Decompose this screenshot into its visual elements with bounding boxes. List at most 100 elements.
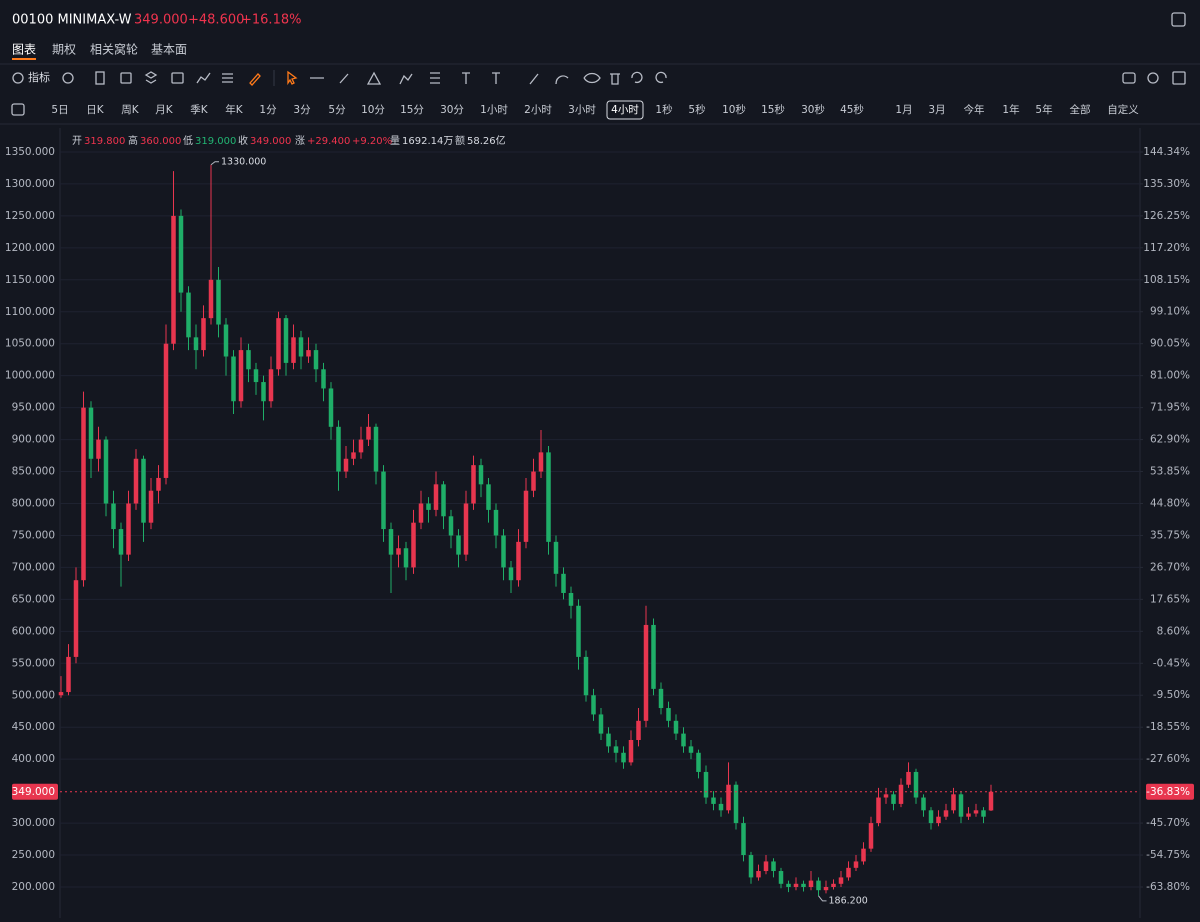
info-value: 1692.14万: [402, 136, 453, 147]
candle-body: [238, 350, 244, 402]
layout-icon[interactable]: [120, 72, 132, 84]
chart-icon[interactable]: [196, 72, 211, 84]
tab[interactable]: 期权: [52, 43, 76, 57]
info-value: 319.000: [195, 136, 236, 147]
period-menu-icon[interactable]: [11, 103, 25, 116]
period[interactable]: 年K: [225, 103, 243, 116]
period[interactable]: 3分: [293, 104, 311, 116]
marker-label: 1330.000: [221, 156, 266, 167]
y-tick-label: 600.000: [12, 625, 55, 637]
cursor-icon[interactable]: [287, 70, 298, 86]
candle-body: [973, 810, 979, 814]
period[interactable]: 1小时: [480, 104, 508, 116]
period[interactable]: 1秒: [655, 103, 673, 116]
period[interactable]: 5秒: [688, 103, 706, 116]
tab[interactable]: 基本面: [151, 43, 187, 57]
candle-body: [456, 535, 461, 555]
candle-body: [186, 292, 191, 338]
period[interactable]: 3月: [928, 104, 945, 116]
candle-body: [343, 458, 349, 472]
candle-body: [358, 439, 364, 453]
period[interactable]: 1分: [259, 104, 277, 116]
period[interactable]: 全部: [1070, 103, 1091, 116]
period[interactable]: 季K: [190, 104, 208, 116]
period[interactable]: 日K: [86, 104, 104, 116]
info-value: 360.000: [140, 136, 181, 147]
y2-tick-label: 126.25%: [1143, 210, 1190, 222]
y2-tick-label: 144.34%: [1143, 146, 1190, 158]
candle-body: [208, 279, 214, 319]
candle-body: [201, 318, 206, 351]
y2-tick-label: 26.70%: [1150, 561, 1190, 573]
expand-button[interactable]: [1171, 12, 1186, 27]
period[interactable]: 5分: [328, 104, 346, 116]
indicator-button[interactable]: 指标: [28, 70, 50, 84]
period[interactable]: 3小时: [568, 104, 596, 116]
period[interactable]: 1年: [1002, 103, 1019, 116]
y-tick-label: 300.000: [12, 817, 55, 829]
replay-icon[interactable]: [62, 72, 74, 84]
candle-body: [591, 695, 596, 715]
period[interactable]: 今年: [964, 103, 985, 116]
y-tick-label: 200.000: [12, 881, 55, 893]
period[interactable]: 自定义: [1107, 103, 1139, 116]
candle-body: [418, 503, 424, 523]
period[interactable]: 周K: [121, 104, 139, 116]
period[interactable]: 4小时: [611, 104, 639, 116]
settings-icon[interactable]: [1147, 72, 1159, 84]
change: +48.600: [188, 13, 244, 28]
y2-tick-label: 117.20%: [1143, 242, 1190, 254]
period[interactable]: 45秒: [840, 103, 864, 116]
period[interactable]: 5日: [51, 104, 68, 116]
period[interactable]: 2小时: [524, 104, 552, 116]
period[interactable]: 10秒: [722, 103, 746, 116]
pen-icon[interactable]: [249, 73, 261, 86]
info-value: 319.800: [84, 136, 125, 147]
candle-body: [553, 541, 559, 574]
tab[interactable]: 相关窝轮: [90, 42, 138, 57]
compare-icon[interactable]: [171, 72, 184, 84]
info-value: 349.000: [250, 136, 291, 147]
marker-label: 186.200: [829, 895, 868, 906]
period[interactable]: 15分: [400, 104, 424, 116]
info-value: 58.26亿: [467, 134, 506, 147]
candle-body: [771, 861, 776, 872]
candle-body: [118, 529, 124, 555]
fullscreen-icon[interactable]: [1172, 71, 1186, 85]
y-tick-label: 1100.000: [5, 306, 55, 318]
y-tick-label: 800.000: [12, 498, 55, 510]
indicator-icon[interactable]: [12, 72, 24, 84]
period-selected: [606, 100, 644, 120]
period[interactable]: 月K: [155, 104, 173, 116]
tab-underline: [12, 58, 37, 60]
candle-type-icon[interactable]: [95, 71, 105, 85]
candle-body: [493, 509, 499, 536]
period[interactable]: 1月: [895, 104, 912, 116]
candle-body: [666, 708, 671, 721]
candle-body: [366, 426, 371, 440]
candle-body: [958, 794, 964, 817]
price: 349.000: [134, 13, 188, 28]
candle-body: [223, 324, 229, 357]
candle-body: [306, 350, 311, 357]
layers-icon[interactable]: [144, 71, 158, 84]
candle-body: [373, 426, 379, 472]
snapshot-icon[interactable]: [1122, 72, 1136, 84]
period[interactable]: 10分: [361, 104, 385, 116]
candle-body: [913, 771, 919, 798]
y-tick-label: 1250.000: [5, 210, 55, 222]
period[interactable]: 15秒: [761, 103, 785, 116]
candle-body: [891, 794, 896, 804]
candle-body: [351, 452, 356, 459]
candle-body: [636, 720, 641, 740]
y-tick-label: 1050.000: [5, 338, 55, 350]
period[interactable]: 30分: [440, 104, 464, 116]
y-tick-label: 550.000: [12, 657, 55, 669]
tab[interactable]: 图表: [12, 43, 36, 57]
info-label: 高: [128, 134, 138, 147]
period[interactable]: 5年: [1035, 103, 1052, 116]
list-icon[interactable]: [222, 73, 233, 83]
drawing-tools[interactable]: [310, 71, 667, 85]
period[interactable]: 30秒: [801, 103, 825, 116]
